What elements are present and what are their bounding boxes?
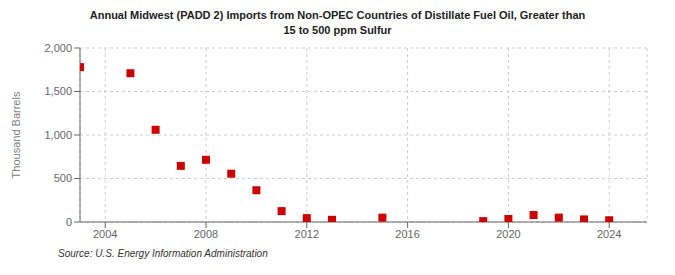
svg-text:Thousand Barrels: Thousand Barrels — [10, 91, 22, 178]
svg-text:1,000: 1,000 — [44, 129, 72, 141]
svg-text:2004: 2004 — [93, 228, 117, 240]
html-text:15 to 500 ppm Sulfur: 15 to 500 ppm Sulfur — [283, 24, 392, 36]
html-text:Annual Midwest (PADD 2) Import: Annual Midwest (PADD 2) Imports from Non… — [89, 9, 586, 21]
html-text:Source: U.S. Energy Informatio: Source: U.S. Energy Information Administ… — [58, 248, 268, 259]
svg-text:2016: 2016 — [395, 228, 419, 240]
svg-text:2012: 2012 — [295, 228, 319, 240]
svg-text:2,000: 2,000 — [44, 42, 72, 54]
svg-text:2024: 2024 — [597, 228, 621, 240]
svg-text:500: 500 — [54, 172, 72, 184]
svg-text:2020: 2020 — [496, 228, 520, 240]
svg-text:2008: 2008 — [194, 228, 218, 240]
svg-text:0: 0 — [66, 216, 72, 228]
svg-text:1,500: 1,500 — [44, 85, 72, 97]
